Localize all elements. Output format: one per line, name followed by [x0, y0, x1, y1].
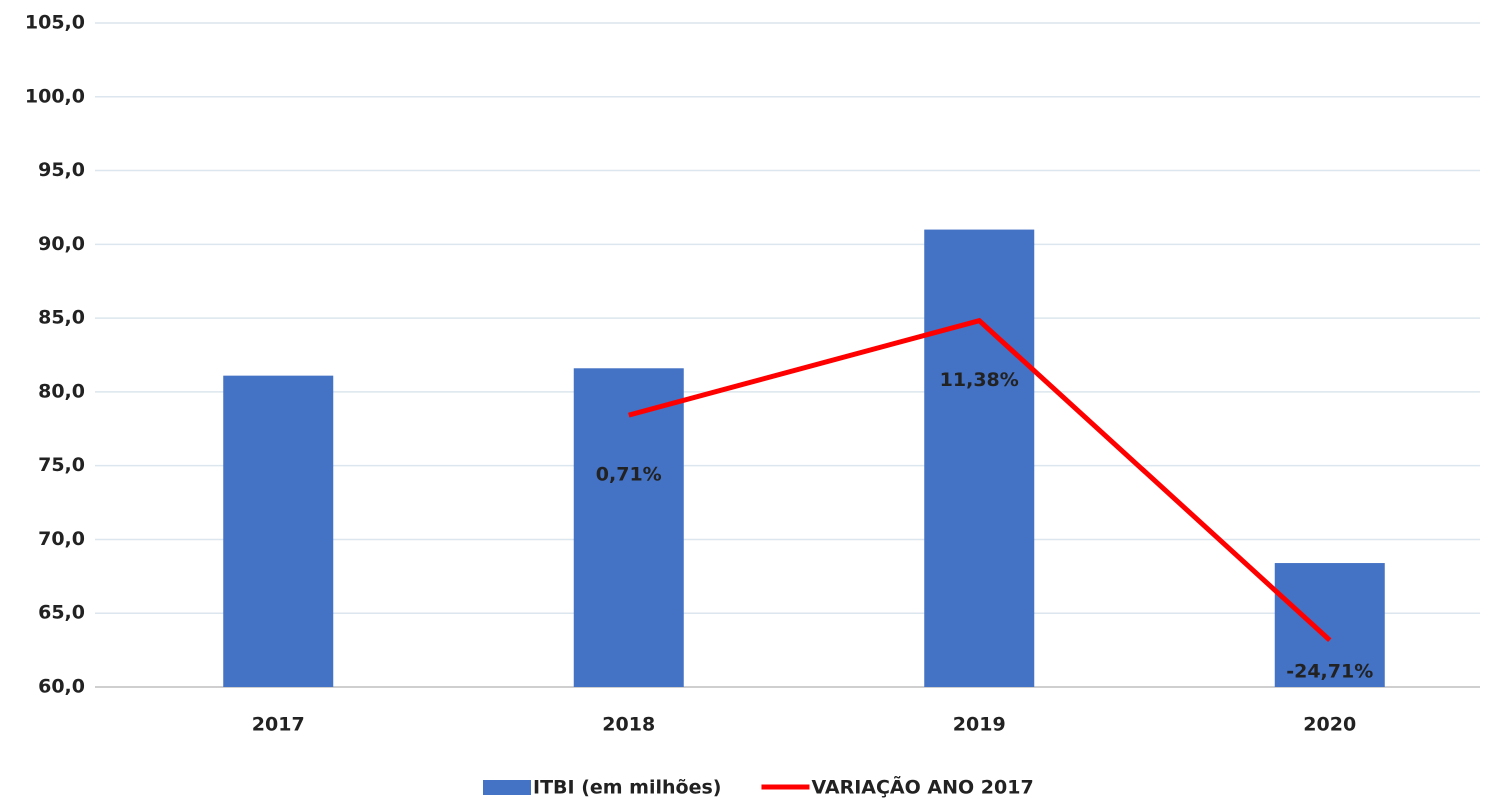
- y-tick-label: 100,0: [25, 85, 85, 107]
- y-tick-label: 105,0: [25, 12, 85, 34]
- x-tick-label: 2019: [953, 714, 1006, 736]
- data-label: 11,38%: [940, 369, 1019, 391]
- y-tick-label: 60,0: [38, 676, 85, 698]
- y-tick-label: 65,0: [38, 602, 85, 624]
- y-tick-label: 80,0: [38, 380, 85, 402]
- y-tick-label: 90,0: [38, 233, 85, 255]
- bar: [924, 229, 1035, 688]
- x-tick-label: 2017: [252, 714, 305, 736]
- data-label: 0,71%: [596, 464, 662, 486]
- y-tick-label: 75,0: [38, 454, 85, 476]
- x-tick-label: 2018: [602, 714, 655, 736]
- legend-swatch: [483, 780, 531, 795]
- bar: [223, 375, 334, 687]
- y-tick-label: 85,0: [38, 307, 85, 329]
- y-tick-label: 95,0: [38, 159, 85, 181]
- y-tick-label: 70,0: [38, 528, 85, 550]
- data-label: -24,71%: [1286, 661, 1373, 683]
- bar: [573, 368, 684, 687]
- line: [628, 317, 1332, 643]
- legend-label: VARIAÇÃO ANO 2017: [811, 775, 1033, 799]
- x-tick-label: 2020: [1303, 714, 1356, 736]
- bar: [1274, 563, 1385, 687]
- legend-label: ITBI (em milhões): [533, 777, 721, 799]
